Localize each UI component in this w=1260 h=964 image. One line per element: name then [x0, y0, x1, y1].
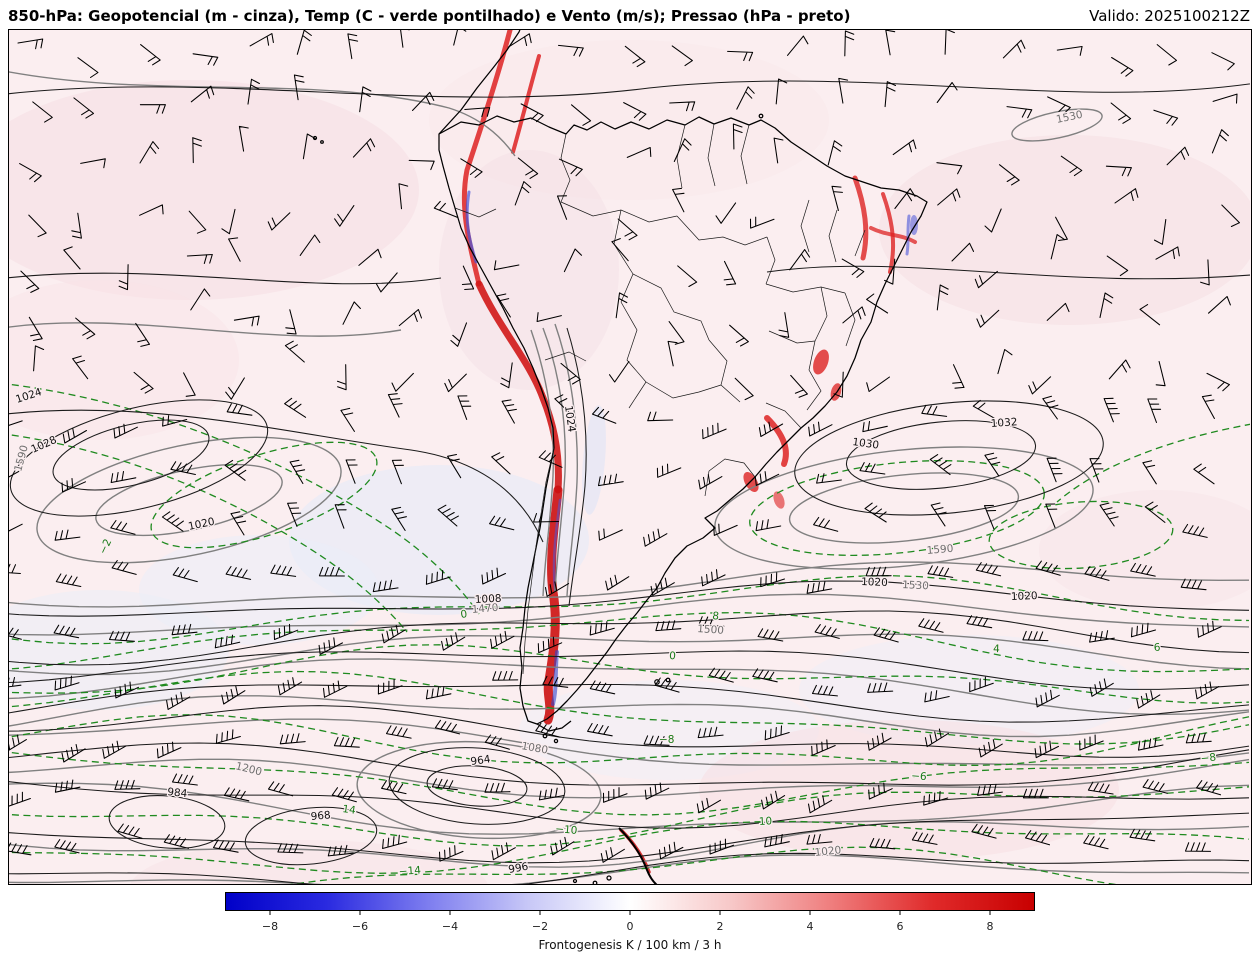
svg-text:0: 0 — [460, 608, 468, 621]
svg-text:1590: 1590 — [926, 543, 954, 557]
colorbar-tick-label: −6 — [351, 920, 369, 933]
colorbar: −8 −6 −4 −2 0 2 4 6 8 Frontogenesis K / 100 km /… — [225, 892, 1035, 952]
svg-text:1032: 1032 — [990, 416, 1018, 430]
svg-text:1024: 1024 — [562, 405, 578, 433]
svg-text:1470: 1470 — [471, 602, 499, 616]
svg-text:0: 0 — [669, 650, 676, 662]
svg-text:1008: 1008 — [475, 593, 502, 606]
colorbar-tick-label: −8 — [261, 920, 279, 933]
colorbar-tick-label: −4 — [441, 920, 459, 933]
svg-text:1030: 1030 — [852, 436, 880, 452]
svg-text:14: 14 — [342, 803, 357, 817]
svg-text:984: 984 — [167, 786, 189, 800]
colorbar-tick-label: 8 — [986, 920, 994, 933]
tint-shading-background — [9, 40, 1250, 884]
south-america-coastline — [438, 115, 928, 725]
islands — [312, 113, 764, 884]
pressure-contours — [9, 80, 1250, 884]
coastlines-and-borders — [312, 30, 928, 884]
svg-text:996: 996 — [507, 861, 529, 876]
chart-title: 850-hPa: Geopotencial (m - cinza), Temp … — [8, 7, 851, 25]
chart-header: 850-hPa: Geopotencial (m - cinza), Temp … — [0, 0, 1260, 29]
svg-text:1020: 1020 — [1011, 590, 1038, 603]
central-america-coastline — [438, 30, 521, 135]
svg-text:8: 8 — [712, 610, 720, 623]
svg-text:−6: −6 — [911, 770, 928, 783]
svg-text:1530: 1530 — [902, 579, 929, 592]
svg-text:−2: −2 — [97, 537, 114, 556]
colorbar-tick-label: −2 — [531, 920, 549, 933]
country-borders — [454, 123, 866, 675]
svg-text:1020: 1020 — [861, 576, 888, 589]
svg-text:−8: −8 — [1200, 751, 1217, 765]
svg-text:1590: 1590 — [12, 444, 31, 473]
svg-text:−14: −14 — [398, 864, 421, 878]
svg-text:4: 4 — [993, 643, 1000, 655]
temperature-contours — [9, 383, 1250, 884]
svg-text:−8: −8 — [659, 734, 674, 746]
colorbar-gradient-bar — [225, 892, 1035, 915]
colorbar-tick-label: 4 — [806, 920, 814, 933]
contour-value-labels: 1530159015901530147015001200108010201024… — [11, 107, 1218, 879]
svg-text:1028: 1028 — [29, 434, 58, 456]
colorbar-tick-marks — [269, 910, 991, 915]
colorbar-tick-label: 2 — [716, 920, 724, 933]
svg-text:1020: 1020 — [814, 844, 842, 859]
colorbar-rect — [225, 892, 1035, 911]
colorbar-tick-labels: −8 −6 −4 −2 0 2 4 6 8 — [225, 920, 1035, 936]
colorbar-caption: Frontogenesis K / 100 km / 3 h — [538, 938, 722, 952]
wind-barbs — [9, 30, 1241, 863]
map-plot-area: 1530 1590 1590 1530 1470 1500 1200 1080 1020 1024… — [8, 29, 1252, 885]
colorbar-tick-label: 6 — [896, 920, 904, 933]
valid-time-label: Valido: 2025100212Z — [1089, 7, 1250, 25]
svg-text:1500: 1500 — [697, 623, 725, 637]
colorbar-tick-label: 0 — [626, 920, 634, 933]
svg-text:10: 10 — [759, 815, 773, 828]
antarctic-peninsula-coastline — [618, 827, 658, 884]
svg-text:968: 968 — [310, 809, 331, 823]
svg-text:1020: 1020 — [187, 516, 216, 533]
svg-text:−10: −10 — [555, 823, 578, 837]
svg-text:1200: 1200 — [234, 760, 263, 778]
svg-text:964: 964 — [470, 753, 492, 768]
svg-text:6: 6 — [1153, 642, 1161, 654]
